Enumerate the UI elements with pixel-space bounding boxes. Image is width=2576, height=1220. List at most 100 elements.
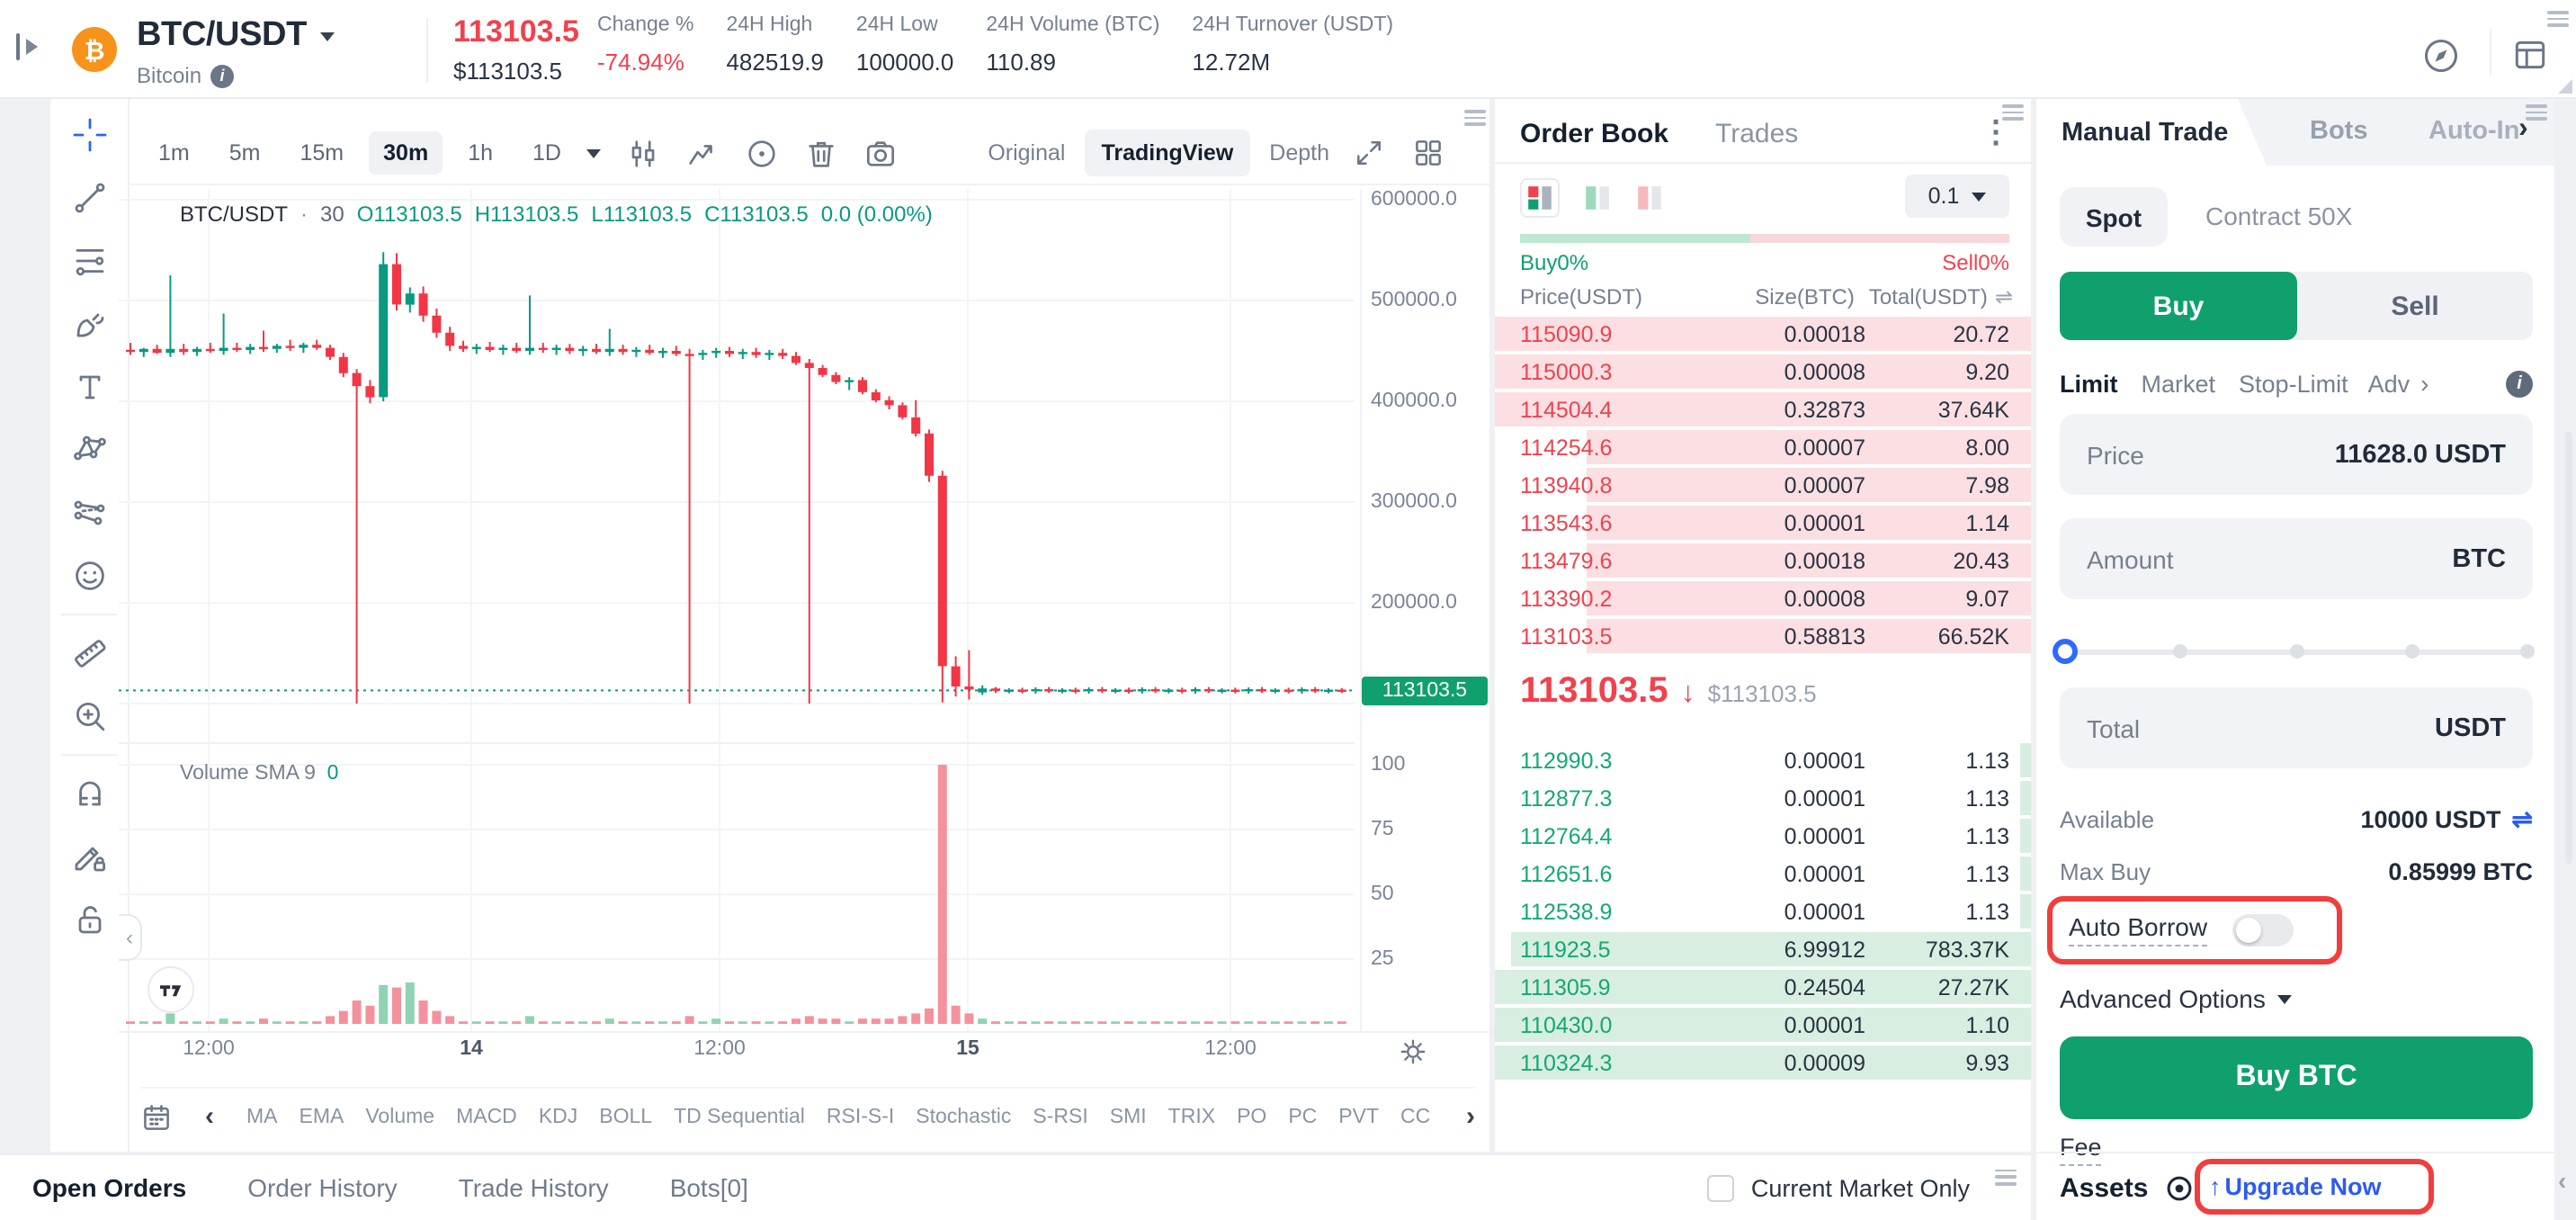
bottom-tab-trade-history[interactable]: Trade History	[458, 1173, 609, 1202]
tool-pencil-lock[interactable]	[62, 830, 116, 884]
camera-button[interactable]	[856, 130, 903, 176]
timeframe-1m[interactable]: 1m	[158, 140, 190, 166]
explore-compass-icon[interactable]	[2421, 36, 2461, 76]
advanced-options[interactable]: Advanced Options	[2060, 984, 2293, 1013]
assets-visibility-eye-icon[interactable]	[2164, 1173, 2195, 1204]
type-limit[interactable]: Limit	[2060, 370, 2118, 397]
bottom-tab-order-history[interactable]: Order History	[247, 1173, 398, 1202]
upgrade-now-button[interactable]: ↑ Upgrade Now	[2209, 1173, 2382, 1200]
tradingview-logo[interactable]	[148, 966, 194, 1013]
tool-brush[interactable]	[62, 297, 116, 351]
amount-input[interactable]: Amount BTC	[2060, 518, 2533, 599]
indicator-trix[interactable]: TRIX	[1167, 1106, 1216, 1127]
indicator-stochastic[interactable]: Stochastic	[916, 1106, 1012, 1127]
indicator-button[interactable]	[678, 130, 725, 176]
order-book-row[interactable]: 112538.9 0.00001 1.13	[1495, 893, 2031, 930]
mid-price-row[interactable]: 113103.5 ↓ $113103.5	[1520, 671, 1817, 713]
buy-toggle-button[interactable]: Buy	[2060, 272, 2297, 340]
indicator-cc[interactable]: CC	[1400, 1106, 1431, 1127]
slider-stop-2[interactable]	[2289, 644, 2303, 659]
timeframe-15m[interactable]: 15m	[300, 140, 344, 166]
order-book-row[interactable]: 111305.9 0.24504 27.27K	[1495, 968, 2031, 1006]
order-book-row[interactable]: 113940.8 0.00007 7.98	[1495, 466, 2031, 504]
fee-link[interactable]: Fee	[2060, 1134, 2102, 1166]
timeframe-5m[interactable]: 5m	[228, 140, 261, 166]
tool-trend[interactable]	[62, 171, 116, 225]
order-book-row[interactable]: 110430.0 0.00001 1.10	[1495, 1006, 2031, 1044]
order-book-row[interactable]: 112990.3 0.00001 1.13	[1495, 741, 2031, 779]
indicator-pvt[interactable]: PVT	[1338, 1106, 1380, 1127]
layout-icon[interactable]	[2511, 36, 2549, 74]
book-view-both-icon[interactable]	[1520, 178, 1560, 218]
sidebar-expand-icon[interactable]	[11, 29, 47, 65]
indicator-po[interactable]: PO	[1237, 1106, 1267, 1127]
orderbook-kebab-icon[interactable]: ⋮	[1981, 115, 2011, 149]
indicator-macd[interactable]: MACD	[456, 1106, 517, 1127]
scrollbar-thumb[interactable]	[2565, 432, 2572, 864]
current-market-only[interactable]: Current Market Only	[1707, 1174, 1970, 1201]
indicator-smi[interactable]: SMI	[1109, 1106, 1147, 1127]
price-input[interactable]: Price 11628.0 USDT	[2060, 414, 2533, 495]
candles-button[interactable]	[619, 130, 666, 176]
order-book-row[interactable]: 114504.4 0.32873 37.64K	[1495, 390, 2031, 428]
resize-corner[interactable]	[2558, 79, 2572, 94]
drag-handle-icon[interactable]	[2547, 11, 2569, 27]
tool-ruler[interactable]	[62, 626, 116, 680]
view-tab-depth[interactable]: Depth	[1269, 140, 1329, 166]
order-book-row[interactable]: 115000.3 0.00008 9.20	[1495, 353, 2031, 390]
order-book-row[interactable]: 114254.6 0.00007 8.00	[1495, 428, 2031, 466]
total-input[interactable]: Total USDT	[2060, 687, 2533, 768]
order-book-row[interactable]: 112764.4 0.00001 1.13	[1495, 817, 2031, 855]
mode-contract[interactable]: Contract 50X	[2205, 202, 2353, 230]
tabs-more-chevron[interactable]: ›	[2518, 113, 2528, 144]
candlestick-chart[interactable]	[119, 189, 1355, 1031]
orderbook-drag-handle-icon[interactable]	[2002, 104, 2024, 121]
slider-stop-0[interactable]	[2053, 639, 2078, 664]
current-market-checkbox[interactable]	[1707, 1174, 1735, 1201]
auto-borrow-toggle[interactable]	[2232, 913, 2294, 946]
indicator-rsi-s-i[interactable]: RSI-S-I	[826, 1106, 895, 1127]
chart-drag-handle-icon[interactable]	[1464, 110, 1486, 126]
tab-manual-trade[interactable]: Manual Trade	[2036, 99, 2267, 166]
slider-stop-3[interactable]	[2404, 644, 2419, 659]
sell-toggle-button[interactable]: Sell	[2391, 291, 2439, 321]
tool-magnify[interactable]	[62, 689, 116, 743]
type-stop-limit[interactable]: Stop-Limit	[2239, 370, 2348, 397]
tool-forecast[interactable]	[62, 486, 116, 540]
timeframe-30m[interactable]: 30m	[369, 131, 443, 175]
indicators-scroll-left[interactable]: ‹	[205, 1101, 214, 1132]
tab-trades[interactable]: Trades	[1715, 119, 1799, 149]
indicator-s-rsi[interactable]: S-RSI	[1033, 1106, 1088, 1127]
tool-magnet[interactable]	[62, 767, 116, 821]
order-book-row[interactable]: 112651.6 0.00001 1.13	[1495, 855, 2031, 893]
types-more-chevron[interactable]: ›	[2420, 369, 2429, 398]
convert-swap-icon[interactable]: ⇌	[2511, 804, 2533, 833]
collapse-toolbar-chevron[interactable]: ‹	[119, 914, 142, 961]
book-view-bids-icon[interactable]	[1583, 184, 1612, 212]
order-book-row[interactable]: 113390.2 0.00008 9.07	[1495, 579, 2031, 617]
axis-settings-gear-icon[interactable]	[1398, 1036, 1428, 1067]
bottombar-drag-handle-icon[interactable]	[1995, 1169, 2017, 1185]
buy-btc-button[interactable]: Buy BTC	[2060, 1036, 2533, 1119]
bottom-tab-open-orders[interactable]: Open Orders	[32, 1173, 187, 1202]
view-tab-original[interactable]: Original	[988, 140, 1066, 166]
tool-smiley[interactable]	[62, 549, 116, 603]
info-icon[interactable]: i	[210, 64, 235, 87]
compare-button[interactable]	[738, 130, 784, 176]
swap-columns-icon[interactable]: ⇌	[1994, 284, 2013, 309]
collapse-panel-chevron[interactable]: ‹	[2558, 1166, 2567, 1195]
tab-auto-invest[interactable]: Auto-Inve	[2428, 117, 2518, 146]
symbol-selector[interactable]: BTC/USDT	[137, 16, 335, 56]
timeframe-1h[interactable]: 1h	[468, 140, 494, 166]
indicator-kdj[interactable]: KDJ	[538, 1106, 578, 1127]
slider-stop-4[interactable]	[2520, 644, 2535, 659]
tab-bots[interactable]: Bots	[2310, 117, 2368, 146]
amount-slider[interactable]	[2053, 639, 2535, 664]
trade-drag-handle-icon[interactable]	[2526, 104, 2547, 121]
timeframe-1D[interactable]: 1D	[532, 140, 561, 166]
multichart-grid-icon[interactable]	[1405, 130, 1452, 176]
indicator-volume[interactable]: Volume	[365, 1106, 435, 1127]
tab-order-book[interactable]: Order Book	[1520, 119, 1669, 149]
trash-button[interactable]	[797, 130, 844, 176]
indicator-ma[interactable]: MA	[246, 1106, 278, 1127]
